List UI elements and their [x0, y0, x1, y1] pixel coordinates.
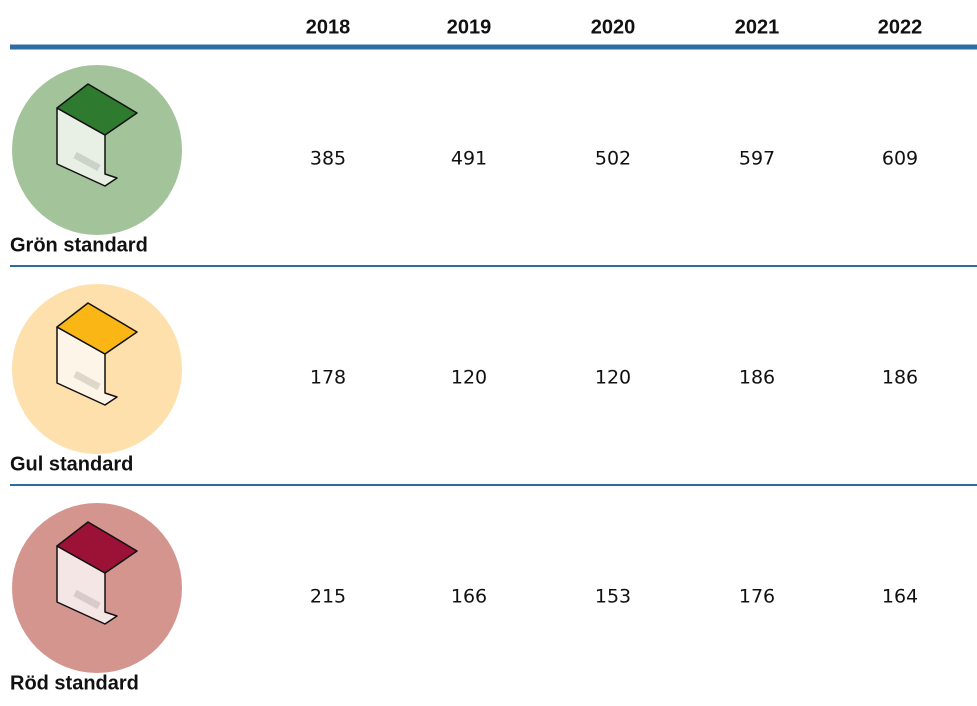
icon-shadow — [73, 151, 101, 172]
cell-value: 153 — [595, 586, 631, 608]
cell-value: 385 — [310, 148, 346, 170]
icon-top — [56, 83, 138, 136]
cell-value: 120 — [451, 367, 487, 389]
column-header: 2021 — [735, 16, 780, 38]
cell-value: 502 — [595, 148, 631, 170]
cell-value: 215 — [310, 586, 346, 608]
row-label: Gul standard — [10, 453, 133, 475]
cell-value: 491 — [451, 148, 487, 170]
row-label: Grön standard — [10, 234, 148, 256]
column-header: 2020 — [591, 16, 636, 38]
icon-top — [56, 302, 138, 355]
cell-value: 597 — [739, 148, 775, 170]
column-header: 2022 — [878, 16, 923, 38]
cell-value: 609 — [882, 148, 918, 170]
icon-top — [56, 521, 138, 574]
column-header: 2018 — [306, 16, 351, 38]
icon-shadow — [73, 589, 101, 610]
column-header: 2019 — [447, 16, 492, 38]
cell-value: 166 — [451, 586, 487, 608]
icon-shadow — [73, 370, 101, 391]
cell-value: 186 — [739, 367, 775, 389]
cell-value: 178 — [310, 367, 346, 389]
cell-value: 176 — [739, 586, 775, 608]
cell-value: 120 — [595, 367, 631, 389]
cell-value: 186 — [882, 367, 918, 389]
cell-value: 164 — [882, 586, 918, 608]
row-label: Röd standard — [10, 672, 139, 694]
